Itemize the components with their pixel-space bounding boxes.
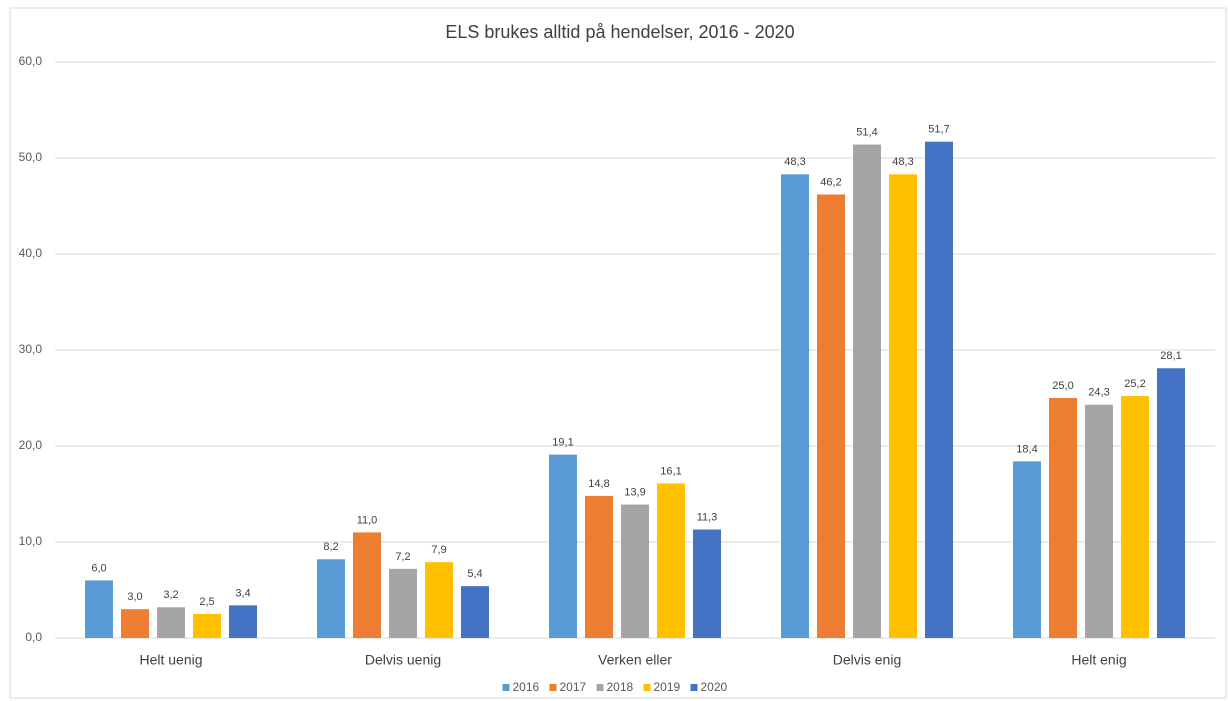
value-label: 5,4 bbox=[467, 568, 482, 580]
legend-label: 2016 bbox=[513, 680, 540, 694]
x-tick-label: Delvis enig bbox=[833, 652, 901, 668]
value-label: 16,1 bbox=[660, 465, 681, 477]
y-tick-label: 20,0 bbox=[19, 438, 43, 452]
legend-label: 2020 bbox=[701, 680, 728, 694]
bar bbox=[121, 609, 149, 638]
bar bbox=[781, 174, 809, 638]
y-tick-label: 0,0 bbox=[25, 630, 42, 644]
bar bbox=[889, 174, 917, 638]
y-tick-label: 30,0 bbox=[19, 342, 43, 356]
value-label: 18,4 bbox=[1016, 443, 1037, 455]
value-label: 19,1 bbox=[552, 437, 573, 449]
bar bbox=[229, 605, 257, 638]
legend-swatch bbox=[596, 684, 604, 691]
bar bbox=[549, 454, 577, 638]
bar bbox=[1121, 396, 1149, 638]
bar bbox=[461, 586, 489, 638]
x-tick-label: Helt uenig bbox=[139, 652, 202, 668]
legend-swatch bbox=[643, 684, 651, 691]
value-label: 8,2 bbox=[323, 541, 338, 553]
y-tick-label: 40,0 bbox=[19, 246, 43, 260]
bar bbox=[389, 568, 417, 638]
value-label: 2,5 bbox=[199, 596, 214, 608]
value-label: 3,2 bbox=[163, 589, 178, 601]
bar bbox=[621, 504, 649, 638]
value-label: 46,2 bbox=[820, 176, 841, 188]
bar bbox=[193, 614, 221, 638]
legend-swatch bbox=[690, 684, 698, 691]
value-label: 48,3 bbox=[892, 156, 913, 168]
legend-swatch bbox=[502, 684, 510, 691]
value-label: 11,3 bbox=[697, 511, 718, 523]
legend-label: 2017 bbox=[560, 680, 587, 694]
value-label: 3,4 bbox=[235, 587, 250, 599]
bar bbox=[157, 607, 185, 638]
y-tick-label: 50,0 bbox=[19, 150, 43, 164]
bar bbox=[1049, 398, 1077, 638]
bar bbox=[1085, 404, 1113, 638]
x-tick-label: Verken eller bbox=[598, 652, 672, 668]
value-label: 51,7 bbox=[928, 124, 949, 136]
value-label: 28,1 bbox=[1160, 350, 1181, 362]
value-label: 48,3 bbox=[784, 156, 805, 168]
chart-title: ELS brukes alltid på hendelser, 2016 - 2… bbox=[445, 22, 794, 42]
value-label: 24,3 bbox=[1088, 387, 1109, 399]
bar bbox=[817, 194, 845, 639]
value-label: 25,2 bbox=[1124, 378, 1145, 390]
value-label: 6,0 bbox=[91, 562, 106, 574]
legend-label: 2018 bbox=[607, 680, 634, 694]
value-label: 13,9 bbox=[624, 486, 645, 498]
bar bbox=[657, 483, 685, 638]
bar bbox=[317, 559, 345, 638]
bar bbox=[85, 580, 113, 638]
x-tick-label: Helt enig bbox=[1071, 652, 1126, 668]
bar bbox=[1157, 368, 1185, 638]
bar bbox=[853, 144, 881, 638]
bar bbox=[1013, 461, 1041, 638]
bar bbox=[585, 495, 613, 638]
value-label: 3,0 bbox=[127, 591, 142, 603]
bar bbox=[925, 141, 953, 638]
bar bbox=[693, 529, 721, 638]
y-tick-label: 60,0 bbox=[19, 54, 43, 68]
value-label: 51,4 bbox=[856, 126, 877, 138]
value-label: 25,0 bbox=[1052, 380, 1073, 392]
legend-label: 2019 bbox=[654, 680, 681, 694]
value-label: 7,9 bbox=[431, 544, 446, 556]
legend-swatch bbox=[549, 684, 557, 691]
value-label: 7,2 bbox=[395, 551, 410, 563]
value-label: 11,0 bbox=[357, 514, 378, 526]
bar bbox=[425, 562, 453, 638]
bar bbox=[353, 532, 381, 638]
x-tick-label: Delvis uenig bbox=[365, 652, 441, 668]
chart-frame bbox=[9, 7, 1227, 699]
value-label: 14,8 bbox=[588, 478, 609, 490]
y-tick-label: 10,0 bbox=[19, 534, 43, 548]
